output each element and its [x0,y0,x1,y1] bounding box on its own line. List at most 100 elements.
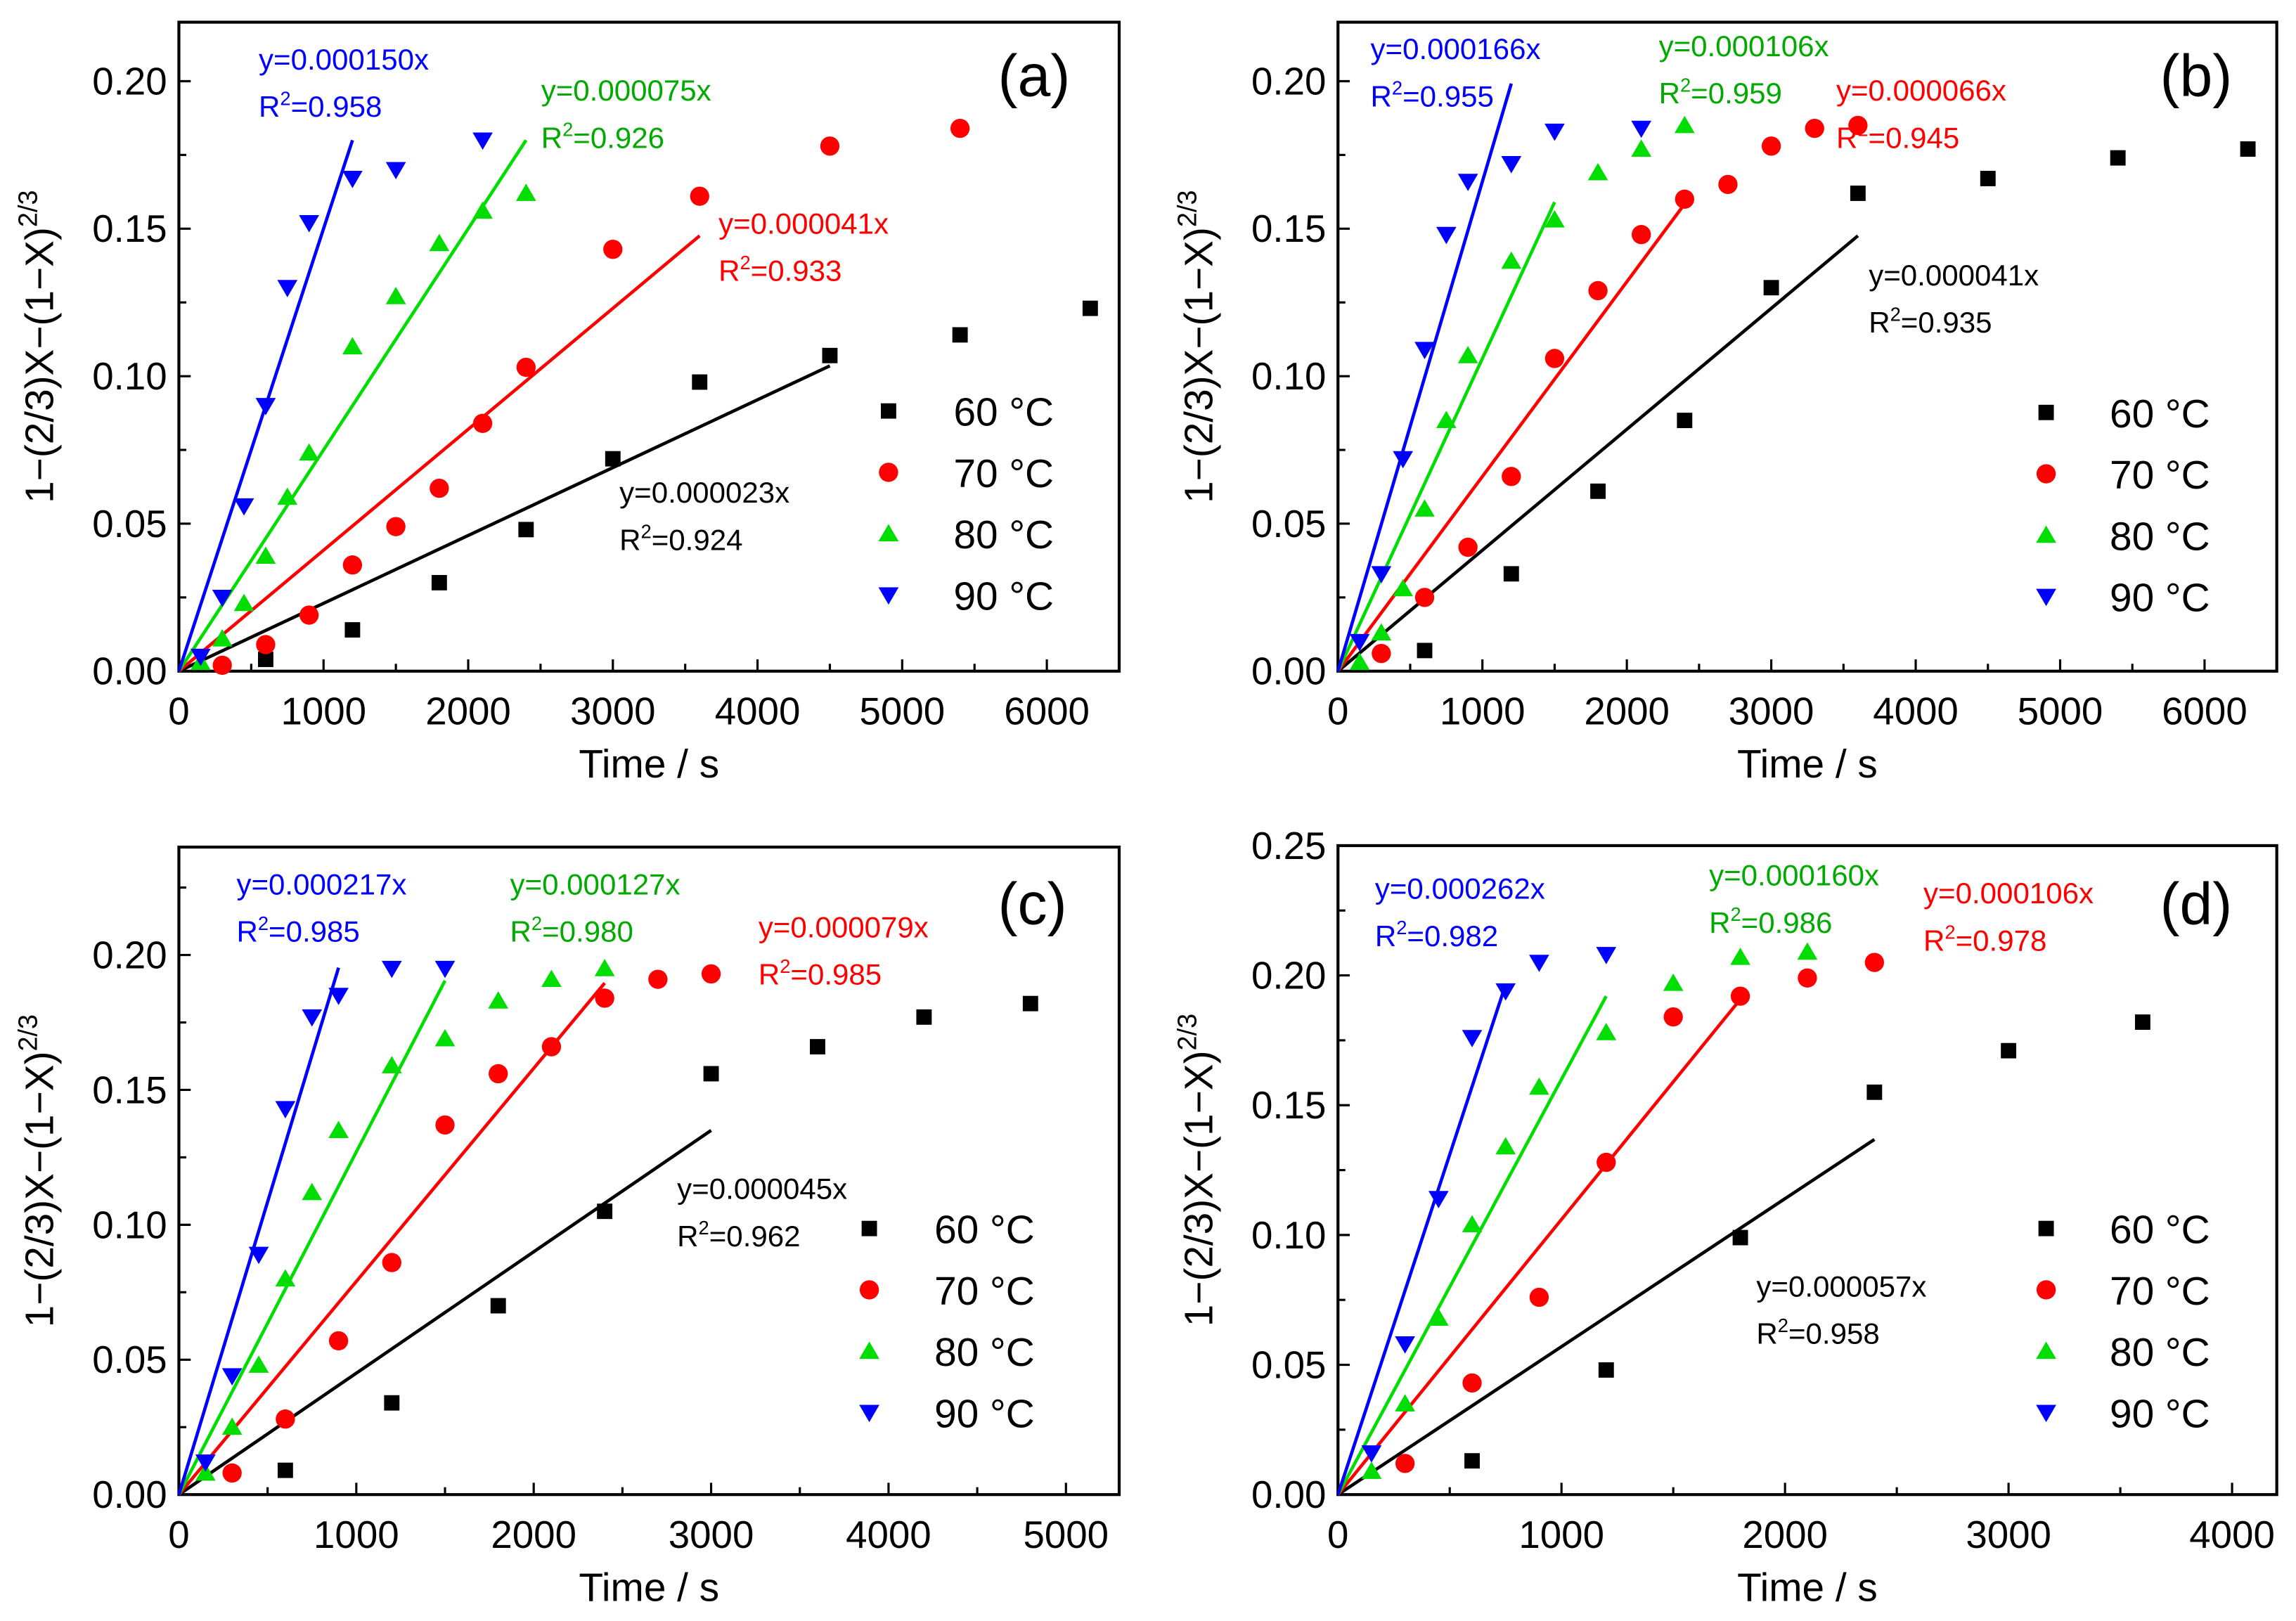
x-tick-label: 4000 [715,690,801,732]
r-squared-exponent: 2 [1890,303,1901,325]
triangle-up-marker [1587,162,1608,181]
legend-entry: 70 °C [859,1270,1035,1314]
y-tick-label: 0.20 [92,934,167,976]
r-squared-symbol: R [1836,121,1857,154]
circle-marker [1529,1287,1549,1307]
fit-r-squared: R2=0.935 [1869,303,1992,339]
circle-marker [820,136,840,156]
circle-marker [1588,280,1608,301]
x-tick-label: 2000 [1742,1513,1828,1556]
triangle-down-marker [1596,947,1617,964]
y-tick-label: 0.00 [92,1473,167,1516]
triangle-up-marker [1395,1394,1415,1412]
triangle-down-marker [381,960,402,979]
triangle-down-marker [1495,983,1516,1001]
square-marker [344,622,361,638]
triangle-down-marker [2036,1404,2056,1423]
r-squared-symbol: R [1371,79,1392,112]
r-squared-symbol: R [236,915,257,948]
circle-marker [430,478,449,498]
triangle-up-marker [1371,623,1392,641]
triangle-up-marker [541,969,562,988]
r-squared-exponent: 2 [1396,917,1407,938]
x-tick-label: 3000 [669,1513,754,1556]
y-axis-label-base: 1−(2/3)X−(1−X) [18,227,63,503]
circle-marker [603,240,623,259]
r-squared-exponent: 2 [280,87,290,109]
r-squared-value: =0.958 [291,90,382,123]
x-tick-label: 1000 [1518,1513,1604,1556]
x-tick-label: 0 [1327,1513,1348,1556]
x-tick-label: 2000 [491,1513,576,1556]
triangle-up-marker [1361,1461,1382,1479]
r-squared-exponent: 2 [740,252,750,273]
triangle-up-marker [1436,411,1457,429]
triangle-down-marker [434,960,456,979]
circle-marker [1372,643,1391,664]
square-marker [518,522,534,538]
r-squared-symbol: R [1659,77,1680,110]
plot-frame [177,845,1121,1497]
circle-marker [1458,537,1478,557]
circle-marker [386,517,406,536]
triangle-down-marker [1395,1336,1415,1354]
x-tick-label: 5000 [860,690,946,732]
fit-line [1336,234,1859,673]
triangle-up-marker [2036,525,2056,543]
x-tick-label: 1000 [280,690,366,732]
circle-marker [1848,115,1868,136]
fit-r-squared: R2=0.985 [759,955,882,991]
y-tick-label: 0.00 [1251,1473,1326,1516]
x-axis-label: Time / s [1737,742,1878,787]
triangle-up-marker [1349,652,1370,671]
panel-label: (b) [2160,43,2233,109]
fit-equation: y=0.000127x [510,867,681,900]
r-squared-exponent: 2 [531,912,542,934]
r-squared-symbol: R [541,121,562,154]
fit-r-squared: R2=0.978 [1923,921,2046,957]
square-marker [597,1203,613,1220]
square-marker [1763,280,1779,296]
legend-entry: 60 °C [861,1208,1035,1253]
fit-equation: y=0.000262x [1375,872,1545,905]
fit-line [177,234,701,673]
y-tick-label: 0.10 [1251,1214,1326,1257]
circle-marker [222,1463,242,1483]
triangle-down-marker [248,1246,269,1265]
r-squared-exponent: 2 [699,1217,709,1239]
r-squared-value: =0.980 [542,915,633,948]
triangle-down-marker [190,648,211,666]
square-marker [1082,300,1098,316]
triangle-down-marker [195,1454,216,1472]
fit-equation: y=0.000041x [1869,259,2039,292]
legend-entry: 60 °C [2038,1208,2210,1253]
r-squared-exponent: 2 [1778,1315,1788,1336]
r-squared-exponent: 2 [1944,921,1955,943]
x-tick-label: 1000 [1440,690,1526,732]
triangle-down-marker [1544,123,1565,141]
y-tick-label: 0.25 [1251,825,1326,867]
r-squared-exponent: 2 [1680,74,1691,96]
square-marker [2038,1220,2054,1236]
square-marker [1850,186,1866,201]
r-squared-value: =0.962 [709,1220,801,1253]
circle-marker [472,413,493,433]
fit-r-squared: R2=0.945 [1836,118,1959,154]
y-axis-label-exponent: 2/3 [1173,1014,1202,1051]
chart-panel-d: 0 1000 2000 3000 4000 0.00 0.05 0.10 0.15 0.20 0.2… [1173,825,2278,1610]
series-90C: y=0.000150x R2=0.958 [177,43,493,672]
r-squared-value: =0.955 [1402,79,1494,112]
y-tick-label: 0.20 [92,60,167,103]
triangle-up-marker [488,991,509,1009]
square-marker [1866,1084,1883,1100]
fit-line [1336,983,1507,1495]
circle-marker [1597,1152,1616,1173]
triangle-up-marker [1631,139,1652,157]
square-marker [880,403,896,419]
circle-marker [648,969,668,989]
triangle-up-marker [1495,1137,1516,1155]
fit-equation: y=0.000075x [541,74,711,107]
fit-line [177,982,606,1496]
fit-line [178,1129,712,1497]
chart-panel-a: 0 1000 2000 3000 4000 5000 6000 0.00 0.05 0.10 0.1… [14,20,1121,787]
